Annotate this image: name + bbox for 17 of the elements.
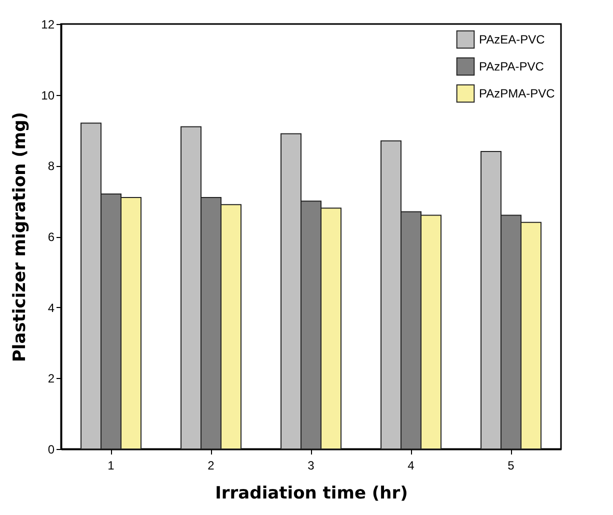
x-tick-label: 3 [308,458,315,472]
y-tick-label: 2 [48,372,55,386]
y-tick-label: 6 [48,230,55,244]
y-tick-label: 0 [48,442,55,456]
legend-label: PAzPA-PVC [479,60,544,74]
y-tick-label: 10 [41,88,55,102]
legend-label: PAzEA-PVC [479,32,546,46]
x-tick-label: 1 [108,458,115,472]
legend-label: PAzPMA-PVC [479,86,556,100]
y-tick-label: 8 [48,159,55,174]
x-tick-label: 2 [208,458,215,472]
x-tick-label: 5 [508,458,515,472]
x-tick-label: 4 [408,458,415,472]
y-tick-label: 4 [48,300,55,315]
y-tick-label: 12 [41,18,55,32]
x-axis-title: Irradiation time (hr) [215,484,408,504]
y-axis-title: Plasticizer migration (mg) [10,112,30,362]
